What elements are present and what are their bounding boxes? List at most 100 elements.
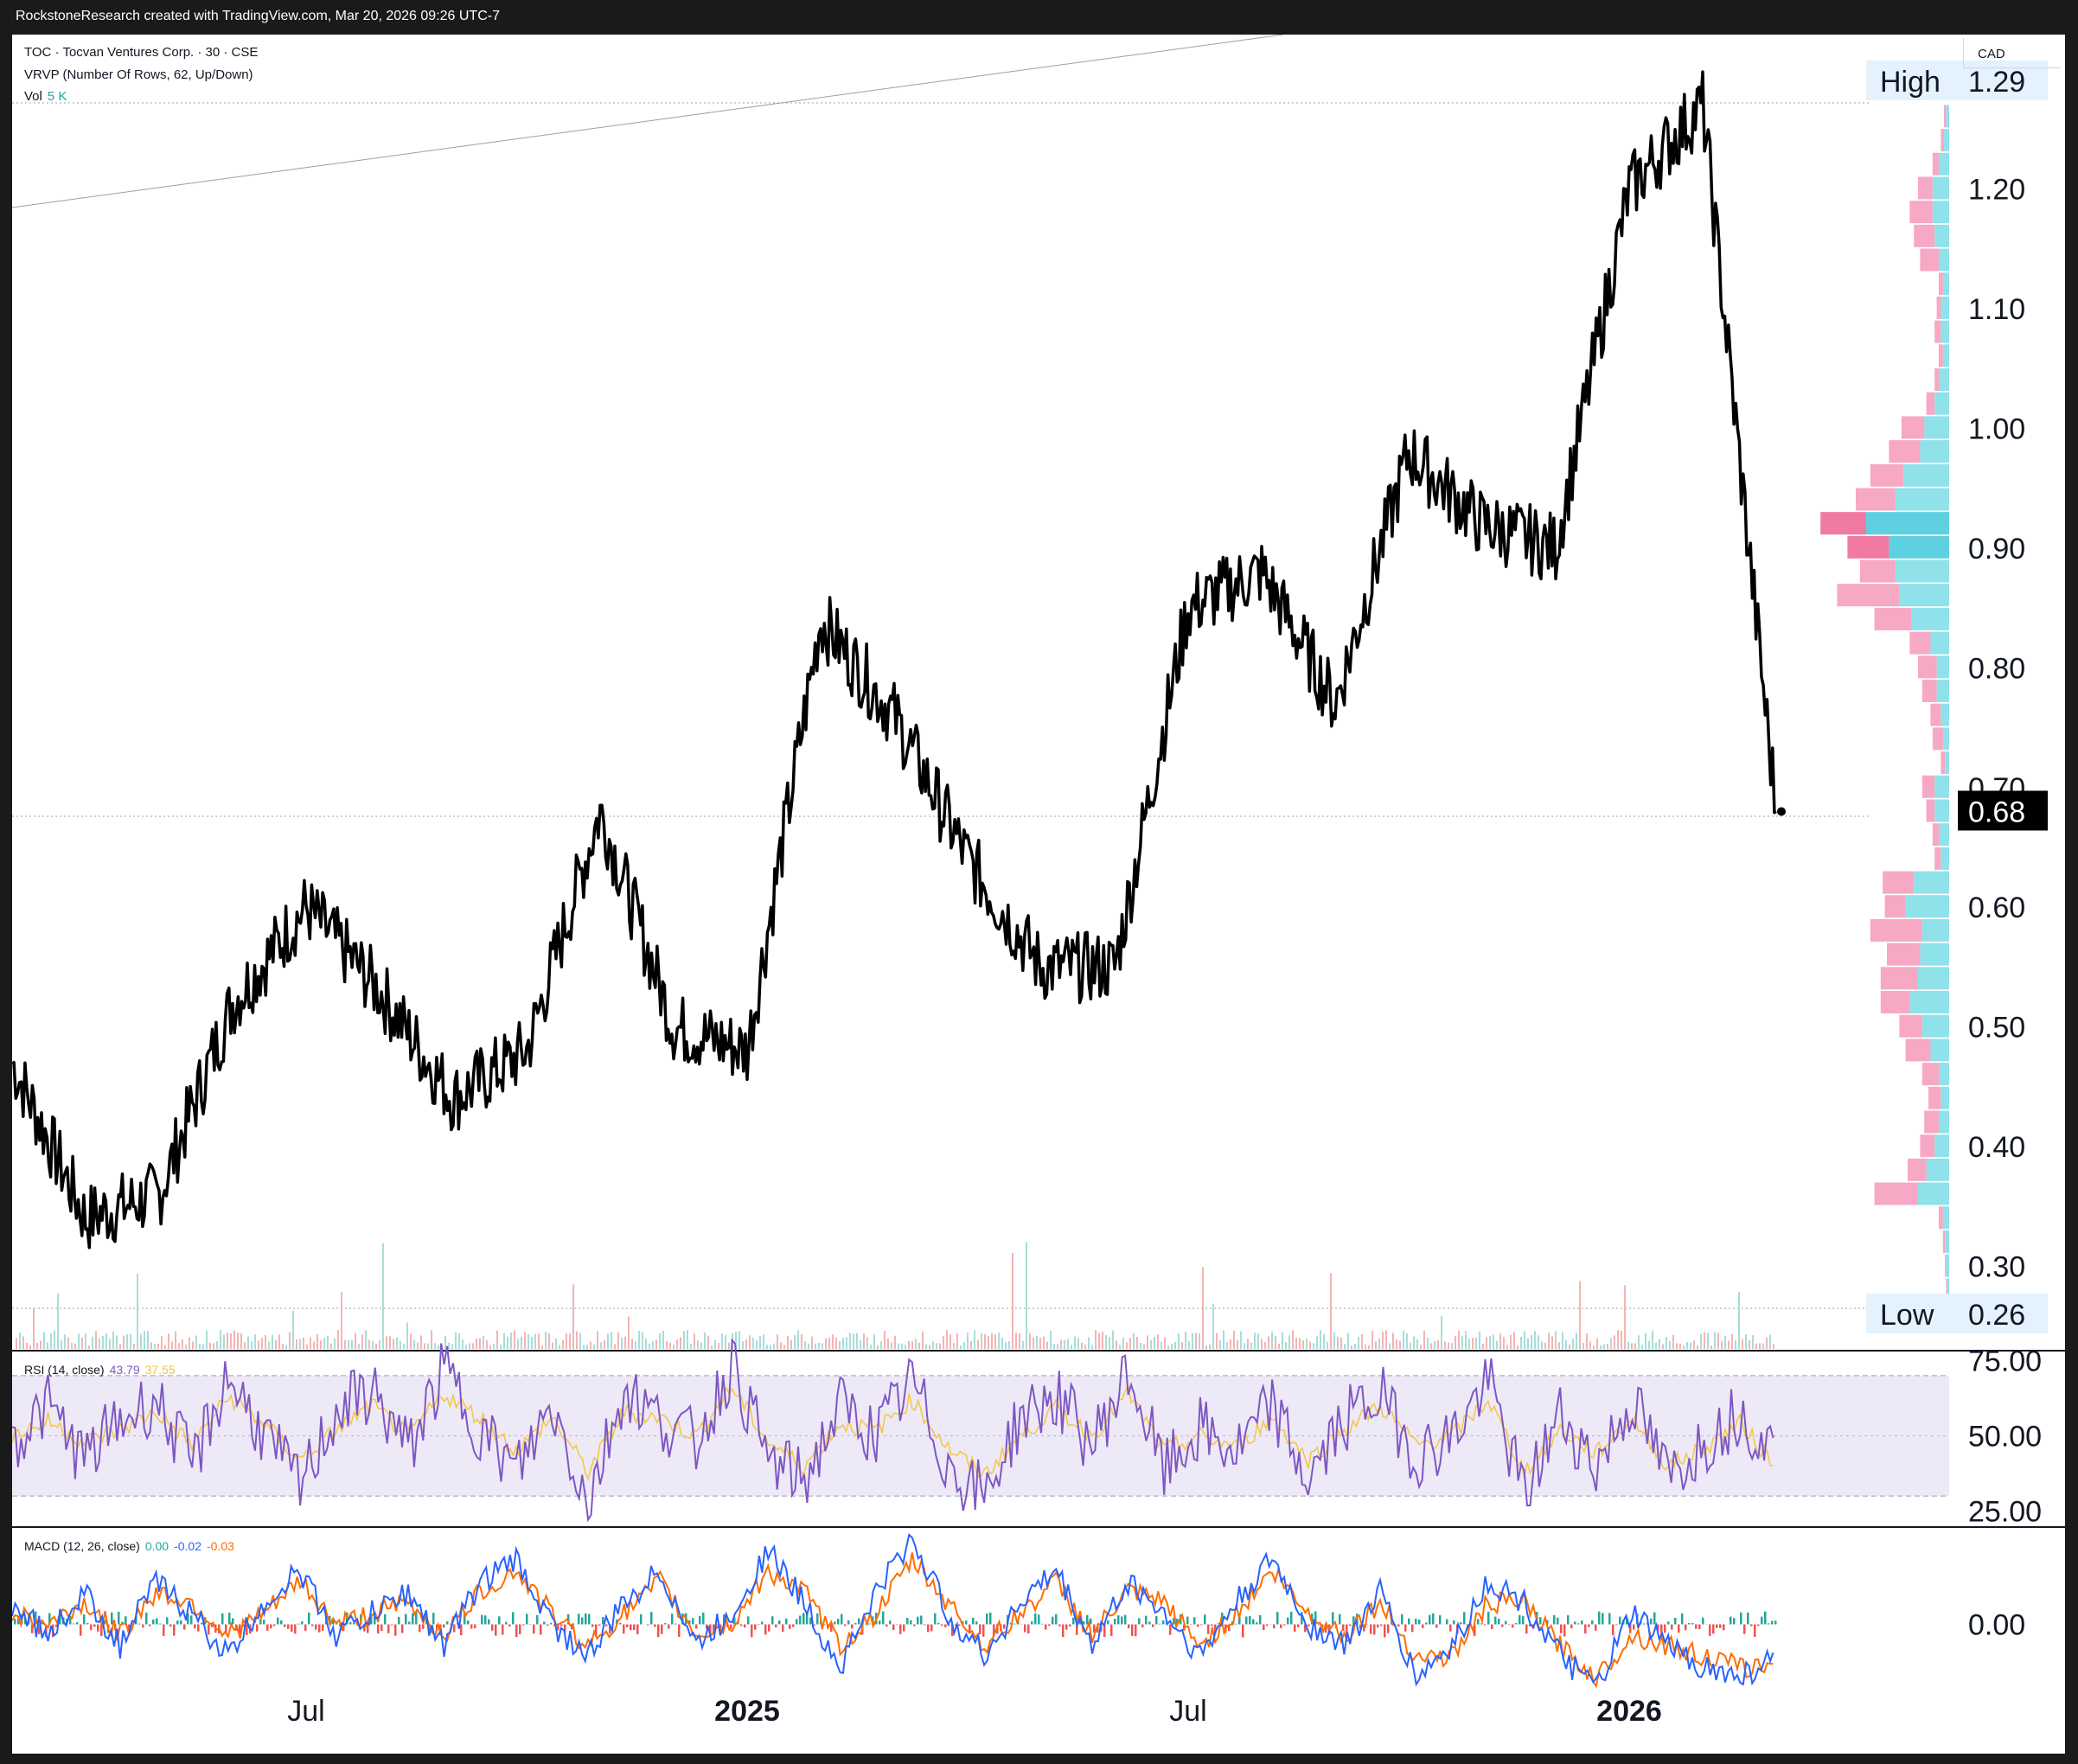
volume-bar: [361, 1334, 363, 1349]
volume-bar: [1517, 1345, 1519, 1349]
macd-histogram-bar: [567, 1614, 570, 1625]
macd-histogram-bar: [969, 1624, 971, 1634]
volume-bar: [1710, 1345, 1712, 1349]
macd-histogram-bar: [138, 1623, 141, 1625]
volume-bar: [1095, 1330, 1097, 1349]
volume-bar: [316, 1333, 318, 1349]
macd-histogram-bar: [1083, 1620, 1085, 1625]
macd-histogram-bar: [1152, 1624, 1154, 1627]
vrvp-legend[interactable]: VRVP (Number Of Rows, 62, Up/Down): [24, 67, 253, 82]
macd-histogram-bar: [90, 1624, 93, 1631]
volume-bar: [85, 1333, 86, 1349]
vp-up-bar: [1930, 1039, 1949, 1062]
volume-bar: [81, 1337, 83, 1349]
macd-histogram-bar: [688, 1620, 691, 1625]
macd-histogram-bar: [502, 1624, 504, 1635]
macd-histogram-bar: [1588, 1624, 1590, 1627]
macd-histogram-bar: [1422, 1624, 1424, 1628]
volume-bar: [1164, 1337, 1166, 1349]
volume-bar: [1742, 1339, 1743, 1349]
volume-bar: [998, 1333, 1000, 1349]
volume-bar: [697, 1340, 699, 1349]
macd-line[interactable]: [12, 1532, 1774, 1687]
volume-profile: [1820, 105, 1949, 1301]
macd-histogram-bar: [1069, 1624, 1071, 1627]
chart-canvas[interactable]: 0.300.400.500.600.700.800.901.001.101.20…: [12, 35, 2065, 1754]
volume-bar: [1371, 1330, 1373, 1349]
volume-bar: [147, 1331, 149, 1349]
macd-histogram-bar: [1664, 1624, 1666, 1633]
volume-bar: [1295, 1337, 1297, 1349]
volume-bar: [1202, 1267, 1204, 1349]
macd-histogram-bar: [889, 1620, 892, 1625]
symbol-title[interactable]: TOC · Tocvan Ventures Corp. · 30 · CSE: [24, 45, 259, 60]
macd-histogram-bar: [1574, 1621, 1576, 1625]
rsi-line[interactable]: [12, 1338, 1774, 1523]
macd-histogram-bar: [1439, 1615, 1442, 1625]
macd-histogram-bar: [785, 1618, 788, 1625]
volume-bar: [946, 1330, 948, 1349]
volume-bar: [74, 1343, 76, 1349]
macd-histogram-bar: [1235, 1623, 1237, 1625]
volume-bar: [406, 1322, 408, 1349]
rsi-title: RSI (14, close): [24, 1363, 105, 1377]
volume-bar: [375, 1343, 377, 1349]
volume-bar: [36, 1343, 38, 1349]
currency-box[interactable]: CAD: [1963, 38, 2061, 68]
macd-histogram-bar: [266, 1624, 269, 1631]
volume-bar: [330, 1343, 332, 1349]
vol-title: Vol: [24, 89, 42, 104]
volume-bar: [1455, 1335, 1456, 1349]
rsi-legend[interactable]: RSI (14, close) 43.79 37.55: [24, 1363, 176, 1377]
macd-histogram-bar: [163, 1624, 165, 1636]
macd-histogram-bar: [585, 1613, 587, 1625]
volume-bar: [251, 1341, 253, 1349]
macd-histogram-bar: [1363, 1624, 1365, 1632]
volume-bar: [797, 1330, 799, 1349]
macd-histogram-bar: [996, 1624, 999, 1634]
macd-histogram-bar: [692, 1618, 694, 1625]
vrvp-title[interactable]: VRVP (Number Of Rows, 62, Up/Down): [24, 67, 253, 82]
volume-bar: [99, 1338, 100, 1349]
symbol-legend[interactable]: TOC · Tocvan Ventures Corp. · 30 · CSE: [24, 45, 258, 60]
vol-legend[interactable]: Vol 5 K: [24, 89, 67, 104]
macd-histogram-bar: [664, 1623, 667, 1625]
macd-signal-line[interactable]: [12, 1552, 1774, 1689]
volume-bar: [334, 1338, 336, 1349]
macd-histogram-bar: [533, 1624, 535, 1634]
volume-bar: [237, 1332, 239, 1349]
volume-bar: [1254, 1333, 1256, 1349]
volume-bar: [327, 1335, 329, 1349]
macd-histogram-bar: [1297, 1624, 1300, 1627]
volume-bar: [1074, 1336, 1076, 1349]
macd-histogram-bar: [536, 1614, 539, 1625]
macd-histogram-bar: [1273, 1624, 1276, 1629]
volume-bar: [489, 1345, 491, 1349]
volume-bar: [427, 1343, 429, 1349]
price-line[interactable]: [12, 70, 1777, 1250]
macd-histogram-bar: [467, 1620, 470, 1625]
volume-bar: [1185, 1331, 1186, 1349]
volume-bar: [1147, 1335, 1148, 1349]
volume-bar: [112, 1332, 114, 1349]
macd-histogram-bar: [277, 1617, 279, 1625]
macd-histogram-bar: [1429, 1614, 1431, 1625]
macd-histogram-bar: [578, 1614, 580, 1625]
price-tick-label: 0.30: [1968, 1251, 2025, 1284]
volume-bar: [396, 1337, 398, 1349]
macd-histogram-bar: [384, 1614, 387, 1625]
volume-bar: [846, 1337, 847, 1349]
volume-bar: [78, 1333, 80, 1349]
volume-bar: [1707, 1333, 1709, 1349]
vp-up-bar: [1942, 344, 1949, 368]
macd-histogram-bar: [1283, 1624, 1286, 1626]
vp-up-bar: [1909, 991, 1949, 1013]
volume-bar: [133, 1343, 135, 1349]
volume-bar: [348, 1339, 349, 1349]
volume-bar: [1240, 1331, 1242, 1349]
macd-histogram-bar: [80, 1624, 82, 1636]
volume-bar: [1510, 1334, 1512, 1349]
volume-bar: [313, 1341, 315, 1349]
volume-bar: [856, 1333, 858, 1349]
macd-legend[interactable]: MACD (12, 26, close) 0.00 -0.02 -0.03: [24, 1539, 234, 1553]
